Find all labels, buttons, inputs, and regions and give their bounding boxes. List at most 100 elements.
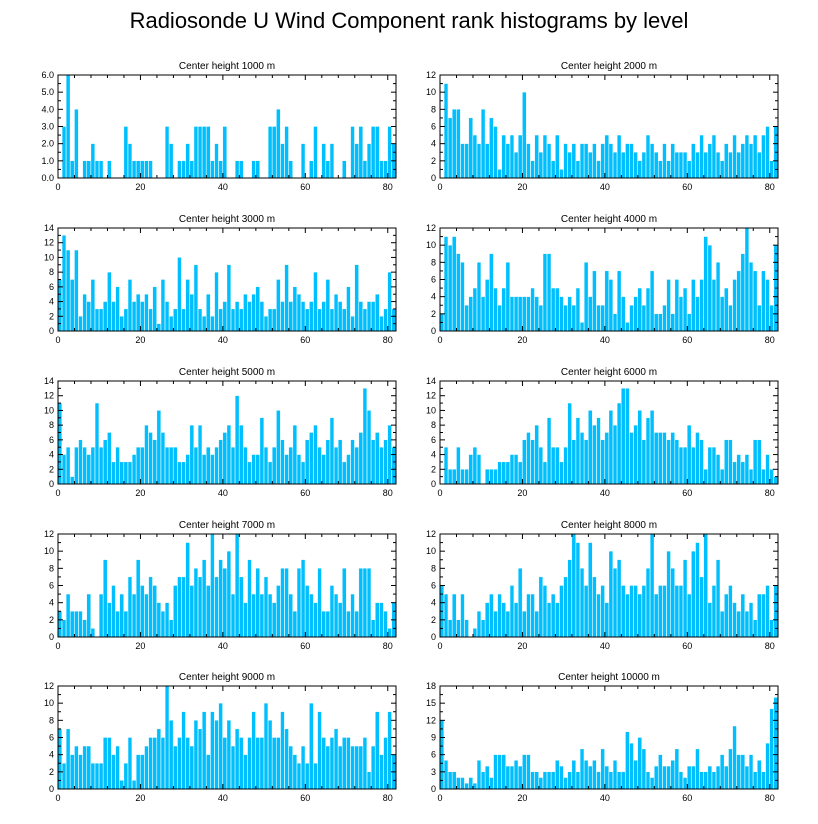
x-tick-label: 60: [682, 641, 692, 651]
bar: [724, 439, 729, 485]
bar: [666, 765, 671, 790]
bar: [362, 568, 367, 638]
panel-title: Center height 1000 m: [179, 61, 275, 72]
bar: [165, 447, 170, 485]
bar: [740, 593, 745, 638]
bar: [489, 469, 494, 485]
bar: [346, 286, 351, 332]
bar: [78, 439, 83, 485]
x-tick-label: 20: [135, 488, 145, 498]
bar: [338, 602, 343, 638]
bar: [276, 410, 281, 485]
bar: [107, 602, 112, 638]
bar: [239, 160, 244, 179]
bar: [57, 611, 62, 638]
bar: [375, 294, 380, 332]
bar: [181, 308, 186, 332]
bar: [662, 143, 667, 179]
bar: [152, 585, 157, 638]
bar: [563, 305, 568, 332]
bar: [542, 771, 547, 790]
bar: [588, 296, 593, 332]
bar: [193, 264, 198, 332]
bar: [354, 143, 359, 179]
bar: [82, 619, 87, 638]
bar: [559, 585, 564, 638]
bar: [559, 296, 564, 332]
bar: [107, 737, 112, 790]
bar: [239, 737, 244, 790]
bar: [617, 270, 622, 332]
bar: [206, 754, 211, 790]
bar: [555, 602, 560, 638]
bar: [74, 745, 79, 790]
bar: [530, 287, 535, 332]
y-tick-label: 6: [431, 750, 436, 760]
bar: [633, 296, 638, 332]
panel-title: Center height 3000 m: [179, 214, 275, 225]
bar: [678, 771, 683, 790]
bar: [268, 720, 273, 790]
bar: [132, 593, 137, 638]
bar: [165, 602, 170, 638]
bar: [235, 160, 240, 179]
y-tick-label: 0: [49, 479, 54, 489]
bar: [132, 780, 137, 790]
bar: [650, 143, 655, 179]
bar: [575, 160, 580, 179]
bar: [123, 126, 128, 179]
bar: [226, 720, 231, 790]
bar: [567, 296, 572, 332]
bar: [276, 585, 281, 638]
bar: [765, 454, 770, 485]
bar: [526, 296, 531, 332]
bar: [350, 593, 355, 638]
y-tick-label: 8: [49, 420, 54, 430]
bar: [542, 585, 547, 638]
bar: [284, 568, 289, 638]
bar: [584, 760, 589, 790]
bar: [604, 432, 609, 485]
bar: [148, 308, 153, 332]
bar: [366, 410, 372, 485]
x-tick-label: 20: [517, 488, 527, 498]
bar: [612, 568, 618, 638]
bar: [292, 754, 297, 790]
bar: [235, 533, 240, 638]
bar: [255, 737, 260, 790]
bar: [604, 270, 609, 332]
bar: [70, 476, 75, 485]
bar: [555, 134, 560, 179]
bar: [144, 593, 149, 638]
bar: [202, 126, 207, 179]
y-tick-label: 6: [49, 581, 54, 591]
bar: [724, 765, 729, 790]
bar: [493, 469, 498, 485]
bar: [518, 765, 523, 790]
bar: [542, 134, 547, 179]
bar: [736, 152, 741, 179]
bar: [280, 301, 285, 332]
bar: [505, 765, 510, 790]
bar: [678, 585, 683, 638]
bar: [497, 169, 502, 179]
bar: [132, 160, 137, 179]
bar: [588, 410, 593, 485]
y-tick-label: 0.0: [41, 173, 54, 183]
bar: [173, 745, 178, 790]
bar: [666, 279, 671, 332]
bar: [509, 585, 514, 638]
bar: [136, 160, 141, 179]
bar: [255, 286, 260, 332]
bar: [371, 126, 376, 179]
bar: [169, 619, 174, 638]
bar: [284, 264, 289, 332]
bar: [773, 476, 778, 485]
bar: [305, 308, 310, 332]
bar: [181, 461, 186, 485]
bar: [280, 143, 285, 179]
x-tick-label: 60: [300, 641, 310, 651]
bar: [497, 754, 502, 790]
bar: [612, 760, 618, 790]
bar: [728, 439, 733, 485]
